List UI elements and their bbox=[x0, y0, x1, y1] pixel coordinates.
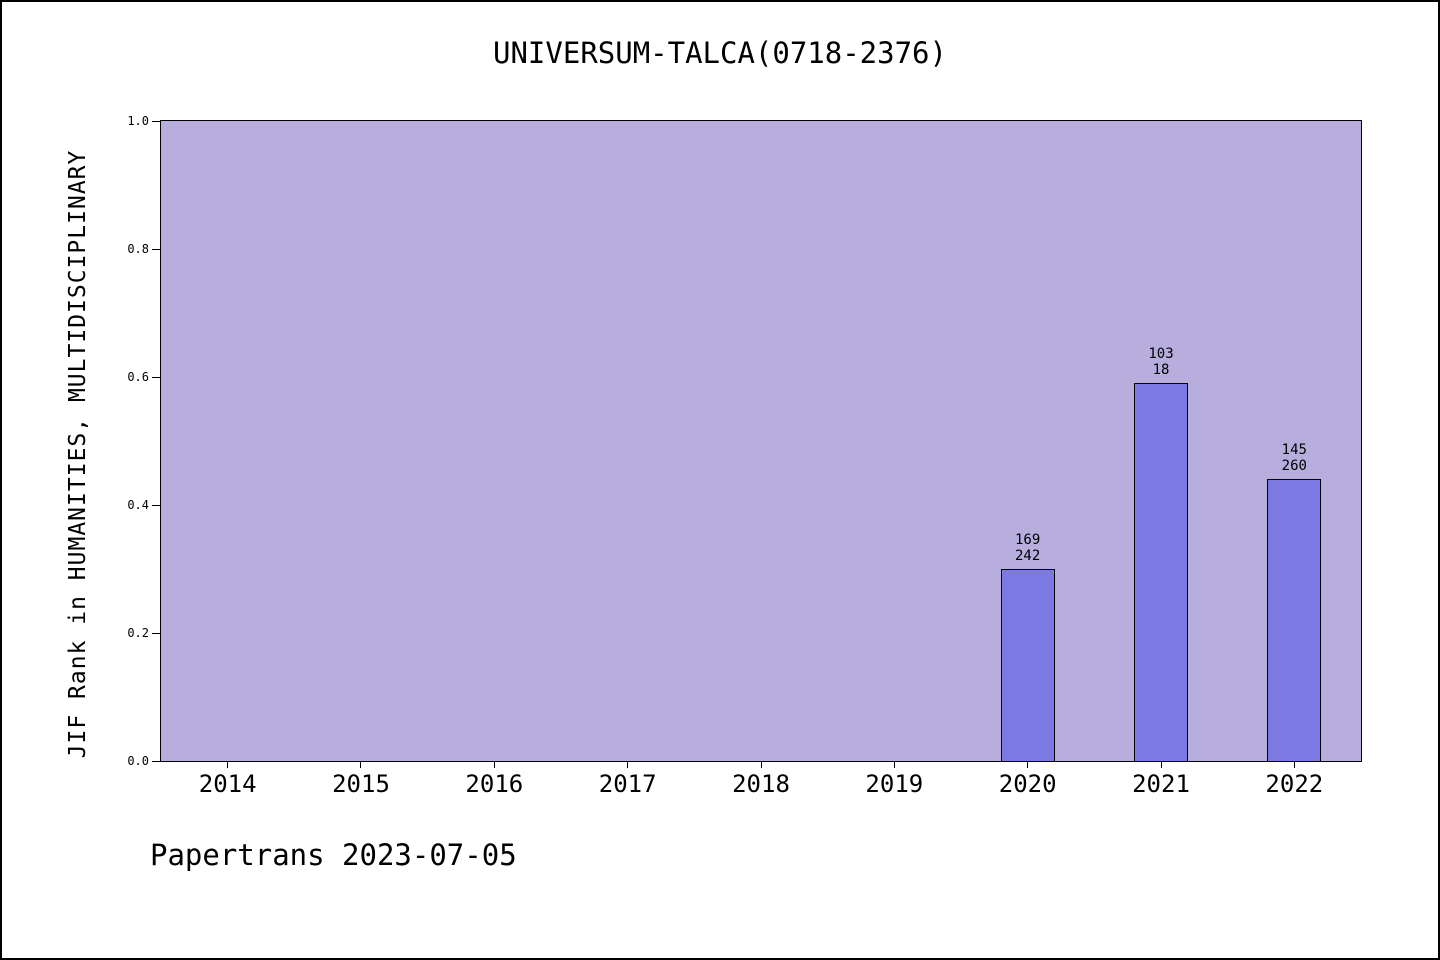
bar-2020 bbox=[1000, 569, 1055, 761]
x-tick-label: 2017 bbox=[598, 770, 657, 798]
y-tick-label: 0.0 bbox=[127, 754, 149, 768]
bar-value-label: 103 18 bbox=[1148, 346, 1174, 379]
y-tick-mark bbox=[152, 376, 161, 378]
x-tick-mark bbox=[227, 761, 229, 768]
y-tick-label: 0.2 bbox=[127, 626, 149, 640]
chart-title: UNIVERSUM-TALCA(0718-2376) bbox=[493, 36, 947, 70]
plot-area: 0.0 0.2 0.4 0.6 0.8 1.0 2014 2015 2016 2017 2018 20… bbox=[127, 114, 1362, 798]
bar-value-label: 169 242 bbox=[1015, 532, 1041, 564]
y-tick-mark bbox=[152, 120, 161, 122]
y-tick-label: 1.0 bbox=[127, 114, 149, 128]
y-tick-mark bbox=[152, 248, 161, 250]
x-tick-label: 2015 bbox=[332, 770, 390, 798]
bar-2022 bbox=[1267, 479, 1322, 761]
x-tick-mark bbox=[1160, 761, 1162, 768]
y-tick-label: 0.4 bbox=[127, 498, 149, 512]
y-tick-label: 0.6 bbox=[127, 370, 149, 384]
bar-2021 bbox=[1134, 383, 1188, 761]
bar-value-label: 145 260 bbox=[1281, 442, 1307, 475]
y-tick-mark bbox=[152, 760, 161, 762]
x-tick-mark bbox=[893, 761, 895, 768]
x-tick-label: 2014 bbox=[198, 770, 257, 798]
x-tick-mark bbox=[760, 761, 762, 768]
x-tick-mark bbox=[1293, 761, 1295, 768]
x-tick-label: 2016 bbox=[465, 770, 524, 798]
x-tick-label: 2021 bbox=[1132, 770, 1190, 798]
footer-watermark: Papertrans 2023-07-05 bbox=[150, 838, 517, 872]
x-tick-mark bbox=[493, 761, 495, 768]
y-axis-label: JIF Rank in HUMANITIES, MULTIDISCIPLINAR… bbox=[65, 149, 91, 759]
x-tick-label: 2020 bbox=[998, 770, 1057, 798]
y-tick-label: 0.8 bbox=[127, 242, 149, 256]
x-tick-mark bbox=[360, 761, 362, 768]
x-tick-mark bbox=[1027, 761, 1029, 768]
y-tick-mark bbox=[152, 504, 161, 506]
x-tick-label: 2018 bbox=[732, 770, 790, 798]
x-tick-label: 2022 bbox=[1265, 770, 1324, 798]
x-tick-label: 2019 bbox=[865, 770, 924, 798]
x-tick-mark bbox=[627, 761, 629, 768]
y-tick-mark bbox=[152, 632, 161, 634]
